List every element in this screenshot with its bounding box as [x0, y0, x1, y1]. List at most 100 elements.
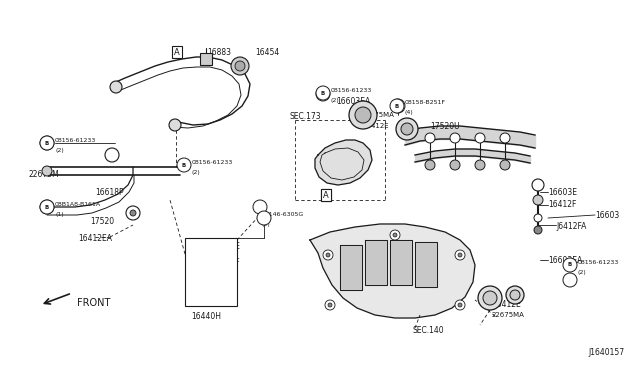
Circle shape — [130, 210, 136, 216]
Circle shape — [169, 119, 181, 131]
Circle shape — [328, 303, 332, 307]
Circle shape — [40, 136, 54, 150]
Circle shape — [349, 101, 377, 129]
Text: 22675MA: 22675MA — [362, 112, 395, 118]
Circle shape — [40, 200, 54, 214]
Text: 16454: 16454 — [255, 48, 279, 57]
Text: 08158-B251F: 08158-B251F — [405, 100, 446, 105]
Text: 16603E: 16603E — [548, 188, 577, 197]
Text: 22675E: 22675E — [212, 242, 241, 251]
Text: 16618P: 16618P — [95, 188, 124, 197]
Circle shape — [506, 286, 524, 304]
Bar — [200, 53, 212, 65]
Circle shape — [42, 166, 52, 176]
Text: B: B — [182, 163, 186, 167]
Circle shape — [396, 118, 418, 140]
Text: SEC.173: SEC.173 — [290, 112, 322, 121]
Circle shape — [475, 133, 485, 143]
Circle shape — [500, 133, 510, 143]
Circle shape — [323, 250, 333, 260]
Polygon shape — [390, 240, 412, 285]
Text: 08156-61233: 08156-61233 — [331, 88, 372, 93]
Text: 08156-61233: 08156-61233 — [55, 138, 97, 143]
Text: SEC.140: SEC.140 — [413, 326, 445, 335]
Circle shape — [253, 200, 267, 214]
Circle shape — [510, 290, 520, 300]
Text: B: B — [45, 205, 49, 209]
Text: 16603EA: 16603EA — [548, 256, 582, 265]
Circle shape — [393, 233, 397, 237]
Circle shape — [500, 160, 510, 170]
Bar — [185, 238, 237, 306]
Circle shape — [563, 258, 577, 272]
Text: A: A — [323, 190, 329, 199]
Circle shape — [401, 123, 413, 135]
Circle shape — [458, 253, 462, 257]
Circle shape — [450, 160, 460, 170]
Text: (2): (2) — [55, 148, 64, 153]
Circle shape — [235, 61, 245, 71]
Text: (2): (2) — [578, 270, 587, 275]
Circle shape — [483, 291, 497, 305]
Circle shape — [177, 158, 191, 172]
Text: A: A — [323, 190, 329, 199]
Circle shape — [316, 86, 330, 100]
Polygon shape — [415, 242, 437, 287]
Text: 08146-6305G: 08146-6305G — [262, 212, 304, 217]
Circle shape — [533, 195, 543, 205]
Polygon shape — [315, 140, 372, 185]
Text: J1640157: J1640157 — [588, 348, 624, 357]
Circle shape — [326, 253, 330, 257]
Circle shape — [126, 206, 140, 220]
Text: 16412E: 16412E — [362, 123, 388, 129]
Text: 16883: 16883 — [207, 48, 231, 57]
Text: (2): (2) — [262, 222, 271, 227]
Circle shape — [105, 148, 119, 162]
Circle shape — [40, 136, 54, 150]
Circle shape — [532, 179, 544, 191]
Circle shape — [391, 99, 405, 113]
Text: A: A — [174, 48, 180, 57]
Circle shape — [110, 81, 122, 93]
Text: B: B — [321, 90, 325, 96]
Text: (4): (4) — [405, 110, 413, 115]
Polygon shape — [365, 240, 387, 285]
Circle shape — [390, 99, 404, 113]
Circle shape — [316, 87, 330, 101]
Text: 16603EA: 16603EA — [336, 97, 371, 106]
Circle shape — [425, 160, 435, 170]
Text: B: B — [45, 141, 49, 145]
Text: 08156-61233: 08156-61233 — [192, 160, 234, 165]
Text: 16412EA: 16412EA — [78, 234, 112, 243]
Text: 16412F: 16412F — [548, 200, 577, 209]
Text: B: B — [395, 103, 399, 109]
Circle shape — [390, 230, 400, 240]
Text: 22675F: 22675F — [212, 258, 241, 267]
Circle shape — [325, 300, 335, 310]
Text: (2): (2) — [192, 170, 201, 175]
Circle shape — [231, 57, 249, 75]
Circle shape — [458, 303, 462, 307]
Circle shape — [563, 273, 577, 287]
Text: B: B — [568, 263, 572, 267]
Circle shape — [425, 133, 435, 143]
Text: 17520U: 17520U — [430, 122, 460, 131]
Text: 22675MA: 22675MA — [492, 312, 525, 318]
Text: 17520: 17520 — [90, 217, 114, 226]
Polygon shape — [340, 245, 362, 290]
Text: 22675M: 22675M — [28, 170, 59, 179]
Circle shape — [475, 160, 485, 170]
Circle shape — [455, 300, 465, 310]
Circle shape — [355, 107, 371, 123]
Text: 16440H: 16440H — [191, 312, 221, 321]
Text: (1): (1) — [55, 212, 63, 217]
Circle shape — [478, 286, 502, 310]
Circle shape — [450, 133, 460, 143]
Text: 08156-61233: 08156-61233 — [578, 260, 620, 265]
Circle shape — [40, 200, 54, 214]
Text: FRONT: FRONT — [77, 298, 110, 308]
Text: J6412FA: J6412FA — [556, 222, 586, 231]
Circle shape — [534, 214, 542, 222]
Text: (2): (2) — [331, 98, 340, 103]
Circle shape — [455, 250, 465, 260]
